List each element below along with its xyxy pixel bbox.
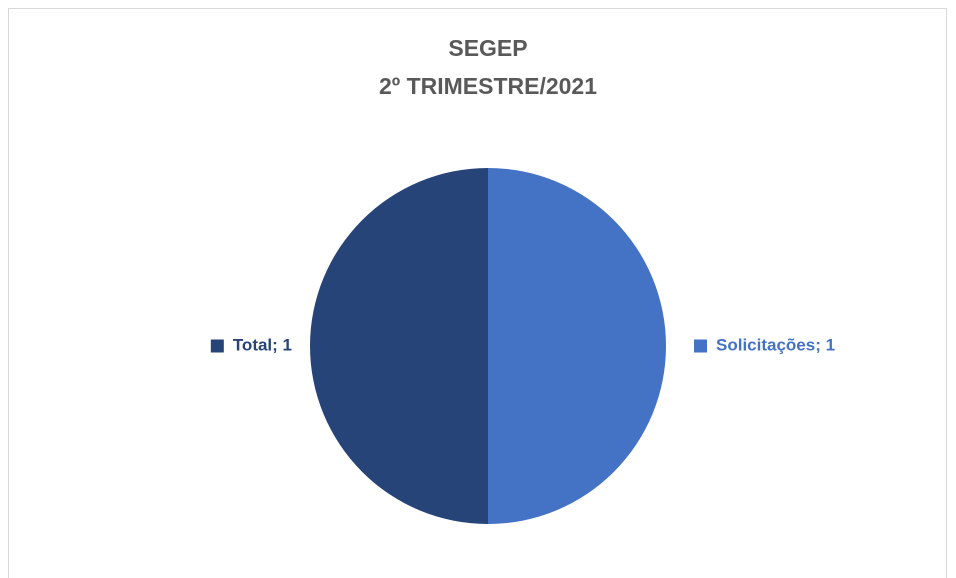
chart-title: SEGEP xyxy=(448,35,527,61)
pie-slice xyxy=(488,168,666,524)
label-marker xyxy=(694,339,707,353)
chart-subtitle: 2º TRIMESTRE/2021 xyxy=(379,73,597,99)
pie-slice xyxy=(310,168,488,524)
data-label: Solicitações; 1 xyxy=(716,335,835,354)
label-marker xyxy=(210,339,224,353)
data-label: Total; 1 xyxy=(233,335,292,354)
